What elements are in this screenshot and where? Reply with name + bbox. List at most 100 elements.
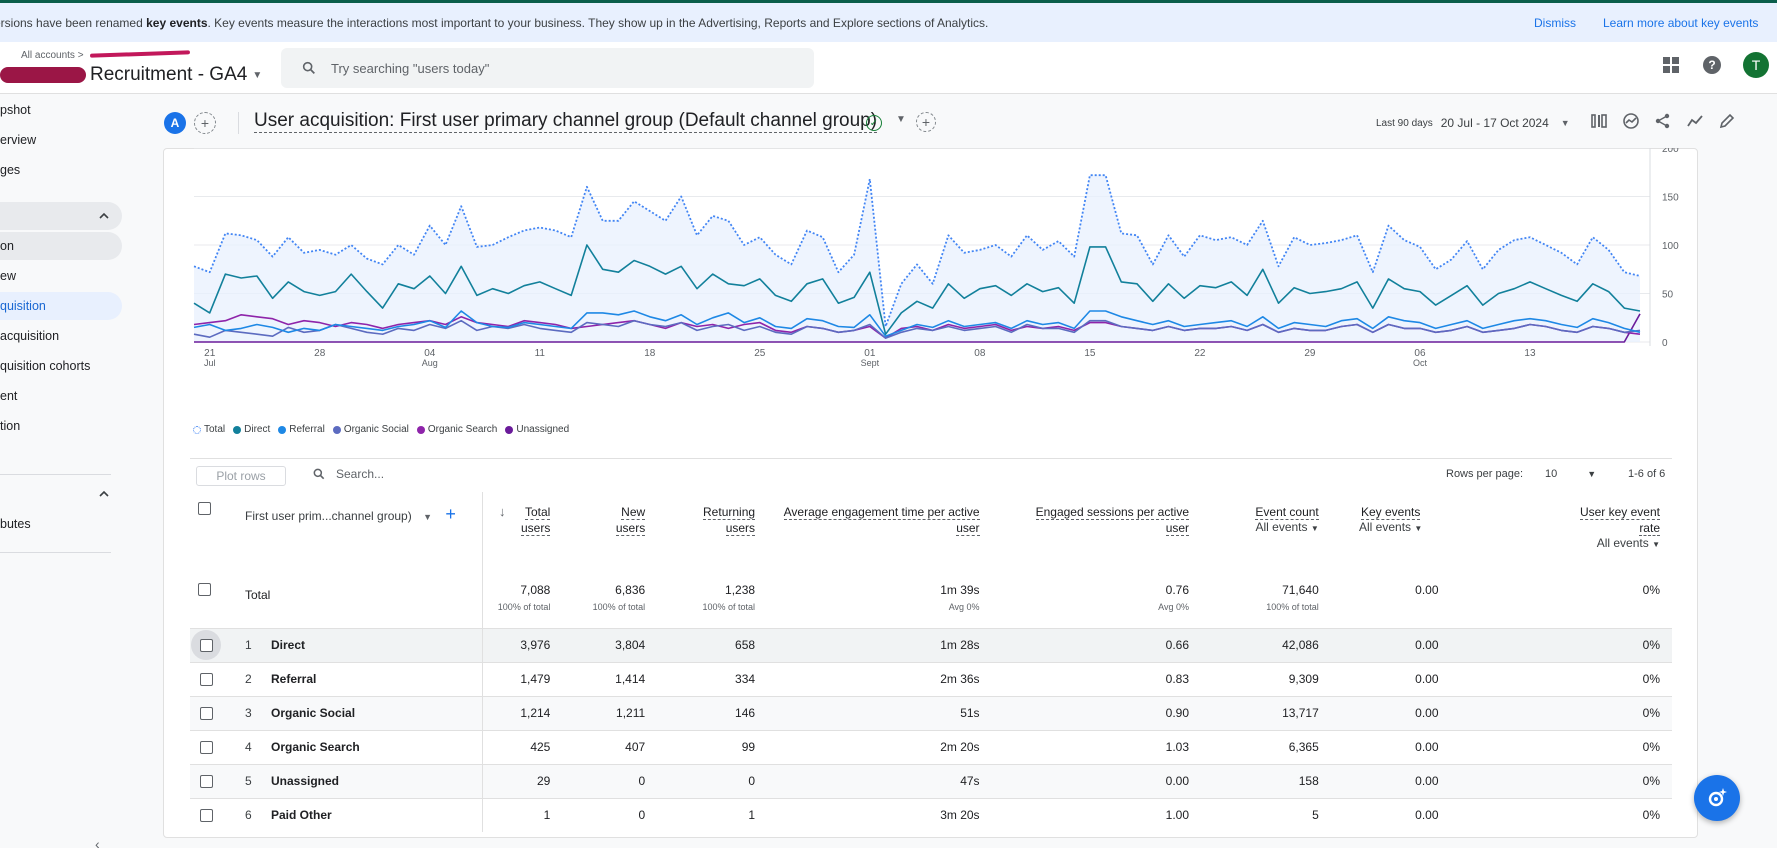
table-search[interactable]: Search... xyxy=(312,467,384,481)
row-checkbox[interactable] xyxy=(199,774,213,788)
property-selector[interactable]: Recruitment - GA4 ▼ xyxy=(0,64,262,86)
sidebar-item[interactable]: ew xyxy=(0,262,122,290)
column-header-avg-engagement[interactable]: Average engagement time per active user xyxy=(767,492,992,572)
dimension-header-label[interactable]: First user prim...channel group) xyxy=(245,509,412,523)
legend-item[interactable]: Unassigned xyxy=(505,424,569,435)
caret-down-icon[interactable]: ▼ xyxy=(1652,540,1660,549)
table-search-input[interactable]: Search... xyxy=(336,467,385,481)
sidebar-item[interactable]: ent xyxy=(0,382,122,410)
breadcrumb[interactable]: All accounts > xyxy=(21,50,84,61)
breadcrumb-all-accounts[interactable]: All accounts xyxy=(21,50,75,61)
legend-item[interactable]: Total xyxy=(193,424,225,435)
caret-down-icon[interactable]: ▼ xyxy=(1310,524,1319,533)
sidebar-item[interactable]: pshot xyxy=(0,96,122,124)
column-header-key-events[interactable]: Key events All events ▼ xyxy=(1331,492,1451,572)
event-filter-select[interactable]: All events ▼ xyxy=(1213,520,1319,534)
dimension-header[interactable]: First user prim...channel group) ▼ + xyxy=(233,492,483,572)
caret-down-icon[interactable]: ▼ xyxy=(1560,118,1570,128)
row-checkbox-wrap[interactable] xyxy=(191,732,221,762)
column-header-event-count[interactable]: Event count All events ▼ xyxy=(1201,492,1331,572)
comparison-chip[interactable]: A xyxy=(164,112,186,134)
column-header-returning-users[interactable]: Returning users xyxy=(657,492,767,572)
column-header-total-users[interactable]: ↓ Total users xyxy=(482,492,562,572)
apps-grid-icon[interactable] xyxy=(1663,57,1679,73)
table-row[interactable]: 6 Paid Other 1 0 1 3m 20s 1.00 5 0.00 0% xyxy=(190,797,1672,832)
dismiss-button[interactable]: Dismiss xyxy=(1534,15,1576,30)
insights-icon[interactable] xyxy=(1622,112,1640,130)
column-header-engaged-sessions[interactable]: Engaged sessions per active user xyxy=(992,492,1201,572)
row-checkbox-wrap[interactable] xyxy=(191,664,221,694)
avatar[interactable]: T xyxy=(1743,52,1769,78)
column-header-new-users[interactable]: New users xyxy=(562,492,657,572)
total-row-checkbox[interactable] xyxy=(198,583,211,596)
series-line-unassigned[interactable] xyxy=(194,313,1641,343)
legend-item[interactable]: Organic Search xyxy=(416,424,497,435)
sidebar-item[interactable]: butes xyxy=(0,510,122,538)
event-filter-label[interactable]: All events xyxy=(1596,536,1649,550)
event-filter-label[interactable]: All events xyxy=(1359,520,1412,534)
plot-rows-button[interactable]: Plot rows xyxy=(196,466,286,486)
date-range-picker[interactable]: Last 90 days 20 Jul - 17 Oct 2024 ▼ xyxy=(1376,116,1570,130)
row-checkbox[interactable] xyxy=(199,808,213,822)
row-checkbox-wrap[interactable] xyxy=(191,766,221,796)
event-filter-label[interactable]: All events xyxy=(1255,520,1308,534)
caret-down-icon[interactable]: ▼ xyxy=(423,512,432,522)
table-row[interactable]: 1 Direct 3,976 3,804 658 1m 28s 0.66 42,086 0.00… xyxy=(190,627,1672,662)
legend-item[interactable]: Organic Social xyxy=(332,424,409,435)
compare-icon[interactable] xyxy=(1590,112,1608,130)
sort-arrow-down-icon[interactable]: ↓ xyxy=(498,504,506,519)
help-icon[interactable]: ? xyxy=(1703,56,1721,74)
row-checkbox[interactable] xyxy=(199,740,213,754)
trend-icon[interactable] xyxy=(1686,112,1704,130)
row-checkbox[interactable] xyxy=(199,706,213,720)
sidebar-item[interactable]: erview xyxy=(0,126,122,154)
sidebar-item[interactable]: quisition cohorts xyxy=(0,352,122,380)
column-header-user-key-event-rate[interactable]: User key event rate All events ▼ xyxy=(1451,492,1672,572)
row-checkbox-wrap[interactable] xyxy=(191,630,221,660)
row-dimension-value[interactable]: Organic Social xyxy=(271,706,356,720)
rows-per-page-select[interactable]: 10 xyxy=(1545,468,1558,480)
page-title[interactable]: User acquisition: First user primary cha… xyxy=(254,110,878,133)
assistant-fab[interactable] xyxy=(1694,775,1740,821)
learn-more-link[interactable]: Learn more about key events xyxy=(1603,15,1759,30)
table-row[interactable]: 5 Unassigned 29 0 0 47s 0.00 158 0.00 0% xyxy=(190,763,1672,798)
legend-item[interactable]: Direct xyxy=(233,424,270,435)
sidebar-item-user-acquisition[interactable]: quisition xyxy=(0,292,122,320)
series-line-direct[interactable] xyxy=(193,244,1641,335)
sidebar-item[interactable]: tion xyxy=(0,412,122,440)
global-search[interactable]: Try searching "users today" xyxy=(281,48,814,88)
chevron-up-icon[interactable] xyxy=(98,210,110,222)
row-dimension-value[interactable]: Unassigned xyxy=(271,774,340,788)
caret-down-icon[interactable]: ▼ xyxy=(896,114,906,125)
select-all-checkbox[interactable] xyxy=(198,502,211,515)
row-checkbox-wrap[interactable] xyxy=(191,698,221,728)
row-checkbox-wrap[interactable] xyxy=(191,800,221,830)
search-input[interactable]: Try searching "users today" xyxy=(331,60,490,76)
add-dimension-icon[interactable]: + xyxy=(445,504,456,524)
caret-down-icon[interactable]: ▼ xyxy=(1587,469,1597,479)
row-checkbox[interactable] xyxy=(199,672,213,686)
property-name[interactable]: Recruitment - GA4 xyxy=(90,64,248,85)
event-filter-select[interactable]: All events ▼ xyxy=(1343,520,1439,534)
series-line-organic-social[interactable] xyxy=(193,319,1641,339)
date-range-value[interactable]: 20 Jul - 17 Oct 2024 xyxy=(1440,116,1549,130)
chevron-up-icon[interactable] xyxy=(98,488,110,500)
caret-down-icon[interactable]: ▼ xyxy=(1414,524,1423,533)
legend-item[interactable]: Referral xyxy=(278,424,325,435)
row-checkbox[interactable] xyxy=(199,638,213,652)
event-filter-select[interactable]: All events ▼ xyxy=(1463,536,1660,550)
sidebar-item[interactable]: ges xyxy=(0,156,122,184)
row-dimension-value[interactable]: Organic Search xyxy=(271,740,360,754)
add-comparison-icon[interactable]: + xyxy=(194,112,216,134)
add-filter-icon[interactable]: + xyxy=(916,112,936,132)
series-line-total[interactable] xyxy=(193,174,1641,328)
table-row[interactable]: 3 Organic Social 1,214 1,211 146 51s 0.90 13,71… xyxy=(190,695,1672,730)
row-dimension-value[interactable]: Direct xyxy=(271,638,306,652)
share-icon[interactable] xyxy=(1654,112,1672,130)
edit-icon[interactable] xyxy=(1718,112,1736,130)
row-dimension-value[interactable]: Paid Other xyxy=(271,808,332,823)
row-dimension-value[interactable]: Referral xyxy=(271,672,317,686)
series-line-referral[interactable] xyxy=(193,310,1641,337)
table-row[interactable]: 4 Organic Search 425 407 99 2m 20s 1.03 6,365 0.… xyxy=(190,729,1672,764)
collapse-sidebar-icon[interactable]: ‹ xyxy=(95,836,100,848)
